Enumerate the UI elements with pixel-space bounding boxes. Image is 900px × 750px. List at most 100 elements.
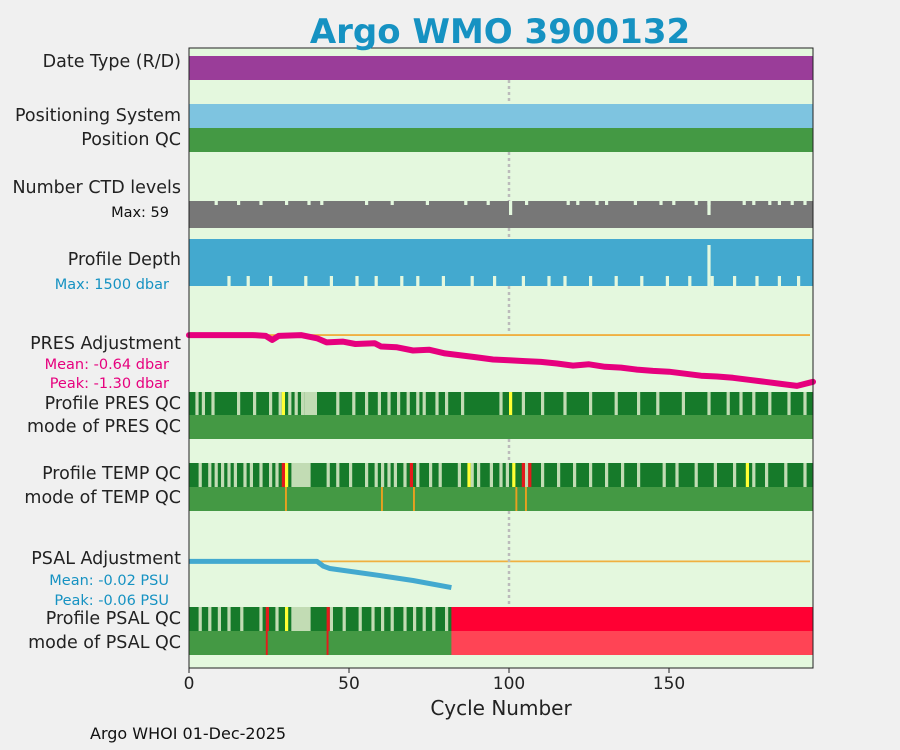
ctd-max-label: Max: 59 bbox=[111, 205, 169, 221]
mode-temp-qc-cell bbox=[413, 487, 415, 511]
profile-depth-dip bbox=[493, 276, 497, 286]
profile-pres-qc-cell bbox=[269, 392, 273, 415]
mode-psal-qc-label: mode of PSAL QC bbox=[28, 633, 181, 653]
profile-pres-qc-cell bbox=[589, 392, 593, 415]
mode-temp-qc-label: mode of TEMP QC bbox=[24, 488, 181, 508]
mode-temp-qc-cell bbox=[381, 487, 383, 511]
x-tick-label: 50 bbox=[338, 674, 360, 694]
profile-temp-qc-cell bbox=[243, 463, 247, 487]
profile-temp-qc-cell bbox=[467, 463, 471, 487]
profile-depth-dip bbox=[710, 276, 714, 286]
profile-temp-qc-cell bbox=[745, 463, 749, 487]
profile-psal-qc-cell bbox=[390, 607, 394, 631]
profile-temp-qc-cell bbox=[637, 463, 641, 487]
profile-temp-qc-cell bbox=[291, 463, 311, 487]
profile-temp-qc-cell bbox=[589, 463, 593, 487]
ctd-level-dip bbox=[768, 201, 772, 205]
profile-temp-qc-cell bbox=[505, 463, 509, 487]
profile-temp-qc-cell bbox=[393, 463, 397, 487]
mode-temp-qc-cell bbox=[525, 487, 527, 511]
profile-depth-dip bbox=[470, 276, 474, 286]
profile-depth-dip bbox=[441, 276, 445, 286]
ctd-level-dip bbox=[307, 201, 311, 205]
mode-temp-qc-cell bbox=[515, 487, 518, 511]
profile-depth-label: Profile Depth bbox=[67, 250, 181, 270]
x-tick-label: 100 bbox=[492, 674, 526, 694]
profile-pres-qc-cell bbox=[787, 392, 791, 415]
profile-temp-qc-cell bbox=[528, 463, 532, 487]
mode-pres-qc-label: mode of PRES QC bbox=[26, 417, 181, 437]
chart-title: Argo WMO 3900132 bbox=[309, 12, 691, 52]
profile-temp-qc-cell bbox=[429, 463, 433, 487]
profile-pres-qc-cell bbox=[211, 392, 215, 415]
positioning-system-label: Positioning System bbox=[14, 106, 181, 126]
psal-adjustment-label: PSAL Adjustment bbox=[31, 549, 181, 569]
ctd-level-dip bbox=[694, 201, 698, 205]
profile-depth-dip bbox=[246, 276, 250, 286]
profile-pres-qc-cell bbox=[739, 392, 743, 415]
profile-temp-qc-cell bbox=[541, 463, 545, 487]
ctd-level-dip bbox=[525, 201, 529, 205]
profile-temp-qc-cell bbox=[285, 463, 289, 487]
profile-depth-dip bbox=[521, 276, 525, 286]
ctd-level-dip bbox=[509, 201, 513, 215]
profile-temp-qc-cell bbox=[198, 463, 202, 487]
profile-depth-dip bbox=[755, 276, 759, 286]
ctd-levels-label: Number CTD levels bbox=[12, 178, 181, 198]
ctd-level-dip bbox=[659, 201, 663, 205]
ctd-level-dip bbox=[566, 201, 570, 205]
profile-temp-qc-cell bbox=[365, 463, 369, 487]
profile-depth-dip bbox=[416, 276, 420, 286]
ctd-level-dip bbox=[285, 201, 289, 205]
profile-pres-qc-cell bbox=[304, 392, 317, 415]
profile-temp-qc-cell bbox=[662, 463, 666, 487]
profile-psal-qc-cell bbox=[358, 607, 362, 631]
profile-temp-qc-cell bbox=[733, 463, 737, 487]
profile-pres-qc-cell bbox=[541, 392, 545, 415]
psal-peak-label: Peak: -0.06 PSU bbox=[54, 593, 169, 609]
profile-pres-qc-cell bbox=[377, 392, 381, 415]
profile-psal-qc-cell bbox=[208, 607, 212, 631]
profile-temp-qc-cell bbox=[233, 463, 237, 487]
profile-psal-qc-cell bbox=[445, 607, 449, 631]
ctd-level-dip bbox=[777, 201, 781, 205]
depth-max-label: Max: 1500 dbar bbox=[54, 277, 169, 293]
profile-temp-qc-cell bbox=[275, 463, 279, 487]
profile-pres-qc-cell bbox=[352, 392, 356, 415]
profile-temp-qc-cell bbox=[573, 463, 577, 487]
profile-psal-qc-cell bbox=[422, 607, 426, 631]
profile-pres-qc-label: Profile PRES QC bbox=[44, 394, 181, 414]
profile-temp-qc-cell bbox=[457, 463, 461, 487]
profile-temp-qc-cell bbox=[349, 463, 353, 487]
profile-pres-qc-cell bbox=[422, 392, 426, 415]
profile-depth-dip bbox=[777, 276, 781, 286]
profile-psal-qc-cell bbox=[198, 607, 202, 631]
profile-psal-qc-label: Profile PSAL QC bbox=[45, 609, 181, 629]
profile-temp-qc-cell bbox=[227, 463, 231, 487]
mode-temp-qc-cell bbox=[285, 487, 287, 511]
profile-pres-qc-cell bbox=[301, 392, 305, 415]
profile-pres-qc-cell bbox=[563, 392, 567, 415]
ctd-level-dip bbox=[320, 201, 324, 205]
profile-pres-qc-cell bbox=[803, 392, 807, 415]
date-type-label: Date Type (R/D) bbox=[42, 52, 181, 72]
profile-temp-qc-cell bbox=[281, 463, 285, 487]
pres-mean-label: Mean: -0.64 dbar bbox=[44, 357, 169, 373]
profile-pres-qc-cell bbox=[336, 392, 340, 415]
profile-pres-qc-cell bbox=[445, 392, 449, 415]
ctd-level-dip bbox=[365, 201, 369, 205]
mode-psal-qc-cell bbox=[326, 631, 329, 655]
profile-pres-qc-cell bbox=[294, 392, 298, 415]
profile-depth-dip bbox=[329, 276, 333, 286]
ctd-level-dip bbox=[237, 201, 241, 205]
profile-pres-qc-cell bbox=[281, 392, 285, 415]
profile-depth-dip bbox=[269, 276, 273, 286]
mode-psal-qc-bad-region bbox=[451, 631, 813, 655]
pres-peak-label: Peak: -1.30 dbar bbox=[49, 376, 169, 392]
profile-temp-qc-cell bbox=[499, 463, 503, 487]
profile-pres-qc-cell bbox=[768, 392, 772, 415]
profile-temp-qc-cell bbox=[470, 463, 474, 487]
ctd-level-dip bbox=[486, 201, 490, 205]
profile-psal-qc-cell bbox=[291, 607, 311, 631]
profile-temp-qc-cell bbox=[403, 463, 407, 487]
